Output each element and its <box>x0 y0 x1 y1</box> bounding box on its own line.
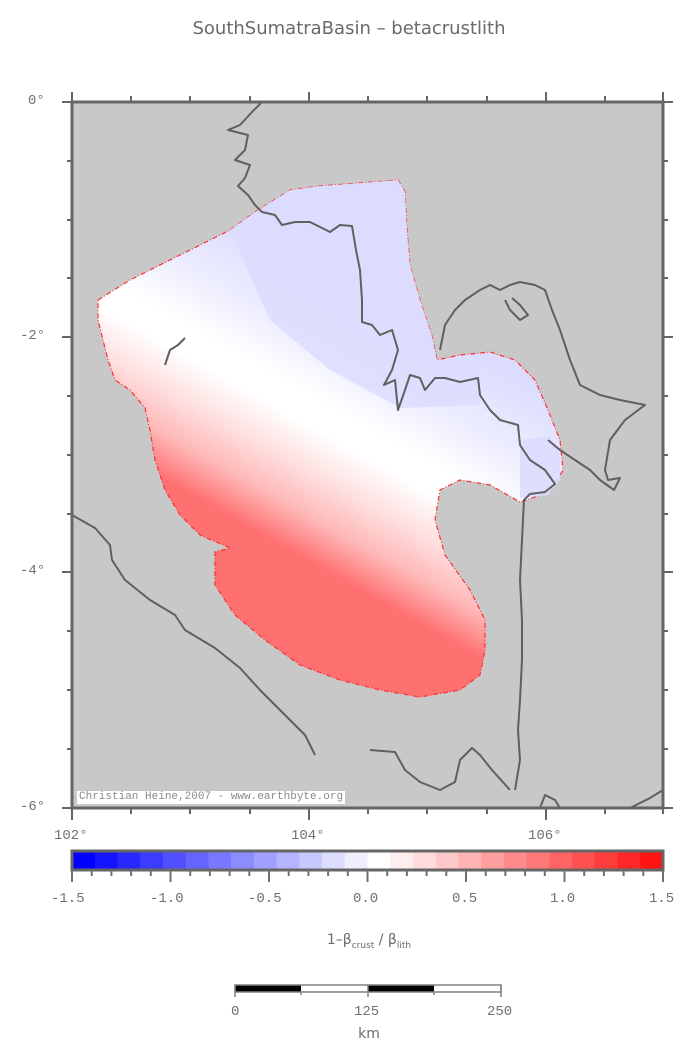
colorbar-tick-label: -0.5 <box>248 891 282 907</box>
colorbar-swatch <box>435 852 459 869</box>
colorbar-swatch <box>594 852 619 869</box>
coastlines <box>72 102 663 808</box>
coastline-bangka-north <box>227 102 556 791</box>
lon-label-106: 106° <box>528 828 562 844</box>
colorbar-swatch <box>390 852 414 869</box>
colorbar-swatch <box>208 852 232 869</box>
colorbar-swatch <box>458 852 482 869</box>
coastline-bangka <box>439 281 646 491</box>
scalebar-label-250: 250 <box>487 1004 513 1020</box>
map-title: SouthSumatraBasin – betacrustlith <box>192 18 506 39</box>
colorbar-swatch <box>276 852 300 869</box>
lon-label-104: 104° <box>291 828 325 844</box>
colorbar-tick-label: 1.0 <box>550 891 576 907</box>
colorbar-swatch <box>140 852 164 869</box>
colorbar-label: 1–βcrust / βlith <box>326 932 412 951</box>
coastline-sumatra-west <box>72 514 316 756</box>
colorbar-swatch <box>617 852 641 869</box>
lat-label-0: 0° <box>28 93 45 109</box>
colorbar-swatch <box>299 852 323 869</box>
colorbar-swatch <box>185 852 209 869</box>
colorbar-swatch <box>412 852 437 869</box>
credit-label: Christian Heine,2007 - www.earthbyte.org <box>77 791 346 804</box>
colorbar-tick-label: -1.0 <box>150 891 184 907</box>
coastline-south-islands <box>539 794 561 808</box>
colorbar-swatch <box>526 852 550 869</box>
lon-label-102: 102° <box>54 828 88 844</box>
colorbar-tick-label: -1.5 <box>51 891 85 907</box>
axis-ticks <box>62 92 673 820</box>
lat-label-minus4: -4° <box>20 563 46 579</box>
basin-field-ne <box>230 180 480 408</box>
coastline-river <box>164 337 186 366</box>
colorbar-swatch <box>231 852 255 869</box>
colorbar-swatch <box>162 852 187 869</box>
scalebar-label-125: 125 <box>354 1004 380 1020</box>
colorbar-swatch <box>640 852 664 869</box>
colorbar-swatch <box>94 852 118 869</box>
colorbar-tick-label: 0.5 <box>452 891 478 907</box>
colorbar-swatch <box>367 852 391 869</box>
colorbar-swatch <box>481 852 505 869</box>
lat-label-minus6: -6° <box>20 799 46 815</box>
scalebar-unit: km <box>358 1026 380 1042</box>
colorbar-swatch <box>572 852 596 869</box>
colorbar <box>72 852 664 869</box>
coastline-far-east <box>629 789 663 808</box>
colorbar-tick-label: 0.0 <box>353 891 379 907</box>
colorbar-swatch <box>503 852 528 869</box>
coastline-java-northwest <box>369 747 511 791</box>
colorbar-swatch <box>72 852 96 869</box>
colorbar-swatch <box>322 852 346 869</box>
lat-label-minus2: -2° <box>20 328 46 344</box>
coastline-bangka-inner <box>504 297 529 321</box>
colorbar-swatch <box>117 852 141 869</box>
colorbar-swatch <box>253 852 278 869</box>
scale-bar <box>234 984 502 997</box>
colorbar-ticks <box>71 870 664 882</box>
colorbar-swatch <box>344 852 368 869</box>
scalebar-label-0: 0 <box>231 1004 240 1020</box>
colorbar-tick-label: 1.5 <box>649 891 675 907</box>
colorbar-swatch <box>549 852 573 869</box>
